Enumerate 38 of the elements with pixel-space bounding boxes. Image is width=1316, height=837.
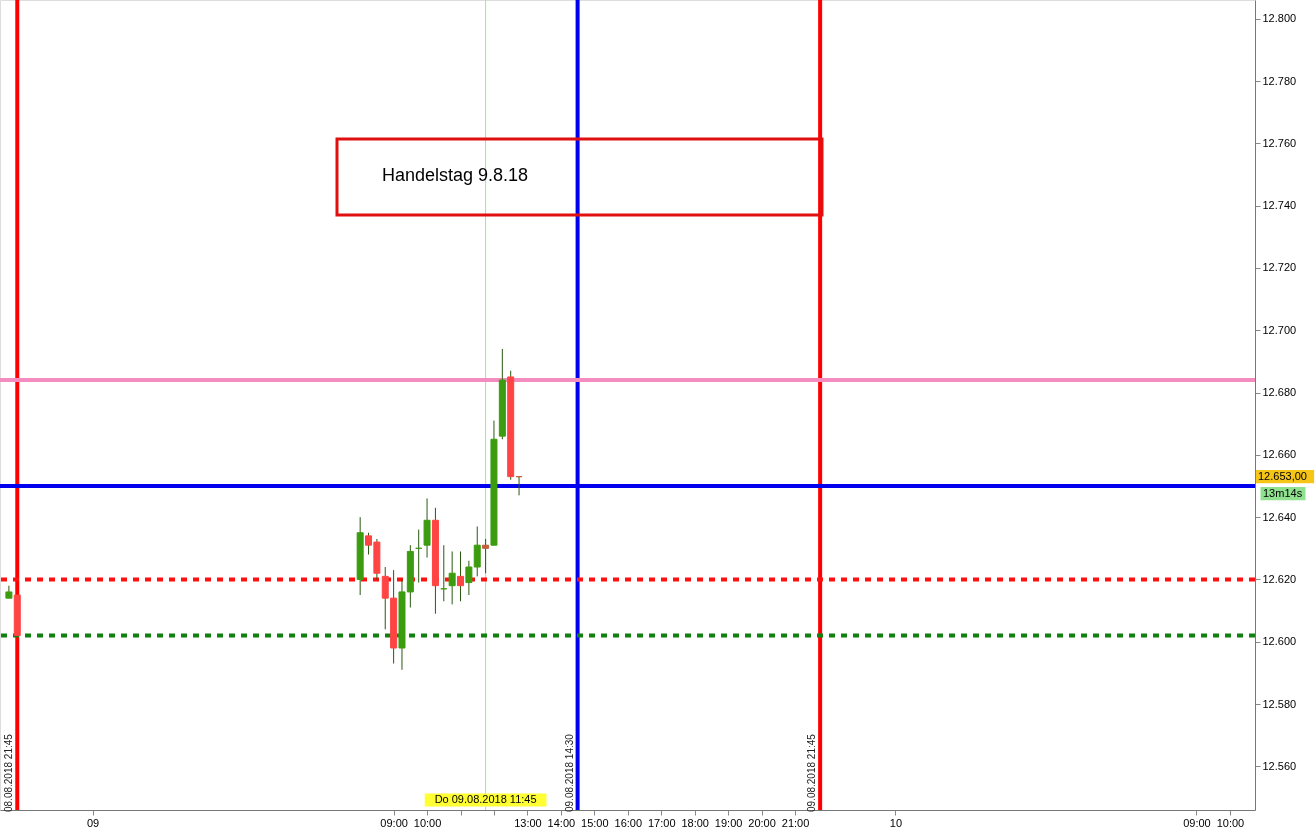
x-tick-label: 17:00 xyxy=(647,816,676,829)
candlestick xyxy=(482,538,490,574)
y-tick-label: 12.800 xyxy=(1262,12,1297,25)
y-tick-label: 12.580 xyxy=(1262,697,1297,710)
y-tick-label: 12.740 xyxy=(1262,199,1297,212)
y-tick-label: 12.660 xyxy=(1262,448,1297,461)
y-tick-label: 12.560 xyxy=(1262,759,1297,772)
y-tick-label: 12.780 xyxy=(1262,74,1297,87)
ref-line-label: 09.08.2018 14:30 xyxy=(563,733,575,812)
ref-line-label: 09.08.2018 21:45 xyxy=(806,733,818,812)
y-tick-label: 12.680 xyxy=(1262,386,1297,399)
y-tick-label: 12.640 xyxy=(1262,510,1297,523)
x-tick-label: 20:00 xyxy=(748,816,776,829)
candlestick xyxy=(457,550,465,602)
x-tick-label: 15:00 xyxy=(581,816,609,829)
x-tick-label: 09 xyxy=(86,816,100,829)
x-tick-label: 10:00 xyxy=(1216,816,1245,829)
text: 13m14s xyxy=(1263,486,1303,499)
x-tick-label: 10 xyxy=(889,816,903,829)
x-tick-label: 10:00 xyxy=(413,816,442,829)
x-tick-label: 18:00 xyxy=(681,816,709,829)
x-tick-label: 19:00 xyxy=(714,816,743,829)
x-tick-label: 09:00 xyxy=(380,816,408,829)
text: 12.653,00 xyxy=(1258,469,1307,482)
y-tick-label: 12.620 xyxy=(1262,572,1297,585)
x-tick-label: 14:00 xyxy=(547,816,576,829)
y-tick-label: 12.760 xyxy=(1262,136,1297,149)
x-tick-label: 13:00 xyxy=(514,816,542,829)
x-tick-label: 21:00 xyxy=(781,816,810,829)
annotation: Handelstag 9.8.18 xyxy=(381,165,529,185)
ref-line-label: 08.08.2018 21:45 xyxy=(3,733,15,812)
x-tick-label: 16:00 xyxy=(614,816,643,829)
annotation: Do 09.08.2018 11:45 xyxy=(434,793,537,805)
x-tick-label: 09:00 xyxy=(1183,816,1211,829)
y-tick-label: 12.720 xyxy=(1262,261,1297,274)
candlestick xyxy=(448,550,456,605)
y-tick-label: 12.700 xyxy=(1262,323,1297,336)
y-tick-label: 12.600 xyxy=(1262,635,1297,648)
